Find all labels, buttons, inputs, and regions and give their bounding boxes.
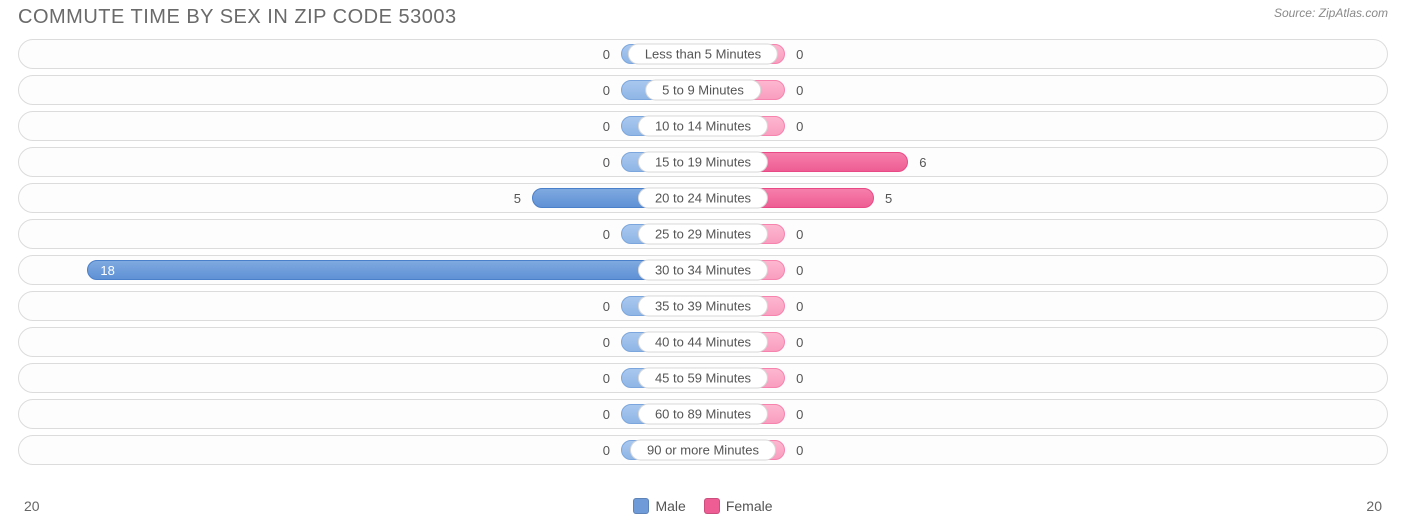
- row-label: 30 to 34 Minutes: [638, 260, 768, 281]
- female-half: 0: [703, 42, 1387, 66]
- female-value: 0: [790, 263, 809, 278]
- row-label: 10 to 14 Minutes: [638, 116, 768, 137]
- female-half: 0: [703, 78, 1387, 102]
- male-half: 0: [19, 222, 703, 246]
- legend-female: Female: [704, 498, 773, 514]
- female-value: 0: [790, 119, 809, 134]
- row-label: 90 or more Minutes: [630, 440, 776, 461]
- axis-right-max: 20: [1366, 498, 1382, 514]
- axis-left-max: 20: [24, 498, 40, 514]
- female-value: 0: [790, 83, 809, 98]
- chart-row: 0 0 10 to 14 Minutes: [18, 111, 1388, 141]
- row-label: 35 to 39 Minutes: [638, 296, 768, 317]
- chart-row: 0 0 5 to 9 Minutes: [18, 75, 1388, 105]
- chart-row: 0 0 90 or more Minutes: [18, 435, 1388, 465]
- male-half: 0: [19, 294, 703, 318]
- chart-row: 0 0 Less than 5 Minutes: [18, 39, 1388, 69]
- female-half: 0: [703, 294, 1387, 318]
- female-value: 0: [790, 335, 809, 350]
- female-value: 6: [913, 155, 932, 170]
- female-value: 0: [790, 47, 809, 62]
- legend: Male Female: [633, 498, 772, 514]
- female-swatch-icon: [704, 498, 720, 514]
- chart-row: 0 0 35 to 39 Minutes: [18, 291, 1388, 321]
- male-value: 0: [597, 443, 616, 458]
- male-value: 0: [597, 83, 616, 98]
- male-half: 0: [19, 114, 703, 138]
- chart-row: 0 0 45 to 59 Minutes: [18, 363, 1388, 393]
- female-half: 0: [703, 258, 1387, 282]
- female-value: 5: [879, 191, 898, 206]
- female-half: 0: [703, 366, 1387, 390]
- male-value: 5: [508, 191, 527, 206]
- female-half: 0: [703, 222, 1387, 246]
- chart-row: 0 6 15 to 19 Minutes: [18, 147, 1388, 177]
- legend-male: Male: [633, 498, 685, 514]
- male-value: 0: [597, 371, 616, 386]
- chart-title: COMMUTE TIME BY SEX IN ZIP CODE 53003: [18, 6, 457, 29]
- female-value: 0: [790, 371, 809, 386]
- male-half: 0: [19, 150, 703, 174]
- male-half: 5: [19, 186, 703, 210]
- chart-row: 0 0 40 to 44 Minutes: [18, 327, 1388, 357]
- male-value: 0: [597, 299, 616, 314]
- male-value: 0: [597, 47, 616, 62]
- female-half: 0: [703, 114, 1387, 138]
- female-half: 6: [703, 150, 1387, 174]
- female-half: 0: [703, 402, 1387, 426]
- male-swatch-icon: [633, 498, 649, 514]
- female-half: 0: [703, 438, 1387, 462]
- row-label: 60 to 89 Minutes: [638, 404, 768, 425]
- row-label: 25 to 29 Minutes: [638, 224, 768, 245]
- male-half: 0: [19, 438, 703, 462]
- male-value: 0: [597, 119, 616, 134]
- female-half: 5: [703, 186, 1387, 210]
- chart-header: COMMUTE TIME BY SEX IN ZIP CODE 53003 So…: [0, 0, 1406, 37]
- male-half: 0: [19, 366, 703, 390]
- chart-footer: 20 Male Female 20: [0, 498, 1406, 514]
- male-bar: 18: [87, 260, 703, 280]
- chart-row: 0 0 25 to 29 Minutes: [18, 219, 1388, 249]
- male-half: 0: [19, 330, 703, 354]
- female-value: 0: [790, 443, 809, 458]
- row-label: 45 to 59 Minutes: [638, 368, 768, 389]
- male-half: 0: [19, 402, 703, 426]
- chart-row: 18 0 30 to 34 Minutes: [18, 255, 1388, 285]
- chart-area: 00Less than 5 Minutes005 to 9 Minutes001…: [0, 37, 1406, 465]
- female-half: 0: [703, 330, 1387, 354]
- male-value: 0: [597, 335, 616, 350]
- row-label: 5 to 9 Minutes: [645, 80, 761, 101]
- male-half: 0: [19, 42, 703, 66]
- legend-female-label: Female: [726, 498, 773, 514]
- chart-row: 5 5 20 to 24 Minutes: [18, 183, 1388, 213]
- male-value: 0: [597, 155, 616, 170]
- row-label: Less than 5 Minutes: [628, 44, 778, 65]
- male-value: 18: [94, 263, 120, 278]
- row-label: 15 to 19 Minutes: [638, 152, 768, 173]
- female-value: 0: [790, 227, 809, 242]
- female-value: 0: [790, 407, 809, 422]
- female-value: 0: [790, 299, 809, 314]
- male-half: 0: [19, 78, 703, 102]
- chart-row: 0 0 60 to 89 Minutes: [18, 399, 1388, 429]
- male-half: 18: [19, 258, 703, 282]
- chart-source: Source: ZipAtlas.com: [1274, 6, 1388, 20]
- male-value: 0: [597, 407, 616, 422]
- row-label: 40 to 44 Minutes: [638, 332, 768, 353]
- male-value: 0: [597, 227, 616, 242]
- legend-male-label: Male: [655, 498, 685, 514]
- row-label: 20 to 24 Minutes: [638, 188, 768, 209]
